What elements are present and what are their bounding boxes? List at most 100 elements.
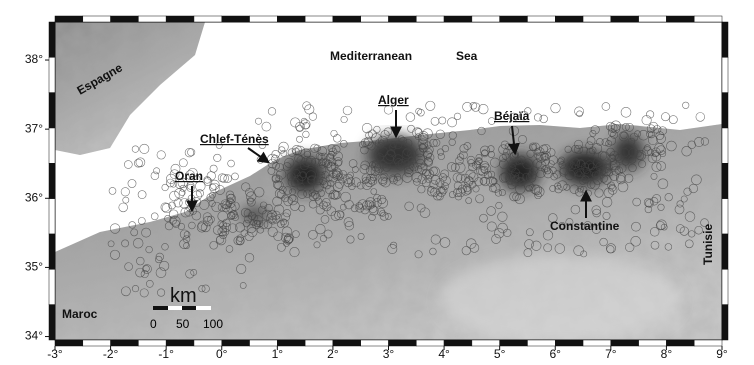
frame-check [138,340,166,346]
frame-check [611,16,639,22]
frame-check [472,340,500,346]
frame-check [49,234,55,269]
y-tick-label: 37° [25,121,43,135]
frame-check [583,340,611,346]
frame-check [277,16,305,22]
frame-check [500,16,528,22]
frame-check [389,16,417,22]
x-tick-label: 0° [216,347,228,361]
frame-check [722,93,728,128]
scale-bar-rect [168,306,182,310]
frame-check [49,269,55,304]
frame-check [111,16,139,22]
frame-check [722,57,728,92]
frame-check [49,163,55,198]
scale-label: 0 [150,317,157,331]
frame-check [111,340,139,346]
frame-check [416,340,444,346]
frame-check [277,340,305,346]
frame-check [333,16,361,22]
frame-check [250,16,278,22]
x-tick-label: 4° [438,347,450,361]
frame-check [694,16,722,22]
x-tick-label: -3° [47,347,63,361]
seismicity-map: Mediterranean Sea Espagne Maroc Tunisie … [0,0,754,365]
frame-check [444,340,472,346]
scale-label: 50 [176,317,190,331]
frame-check [472,16,500,22]
frame-check [555,340,583,346]
map-area [55,22,722,345]
frame-check [639,16,667,22]
frame-check [722,269,728,304]
x-tick-label: 6° [550,347,562,361]
frame-check [305,340,333,346]
frame-check [361,16,389,22]
frame-check [49,22,55,57]
x-tick-label: -2° [103,347,119,361]
frame-check [500,340,528,346]
country-label: Maroc [62,307,98,321]
frame-check [305,16,333,22]
city-label: Chlef-Ténès [200,132,269,146]
city-label: Alger [378,93,409,107]
frame-check [722,234,728,269]
city-label: Béjaïa [494,109,530,123]
x-tick-label: 3° [383,347,395,361]
frame-check [49,305,55,340]
x-tick-label: 5° [494,347,506,361]
frame-check [722,305,728,340]
x-tick-label: 2° [327,347,339,361]
frame-check [194,16,222,22]
frame-check [389,340,417,346]
frame-check [49,128,55,163]
frame-check [694,340,722,346]
frame-check [166,16,194,22]
y-tick-label: 38° [25,52,43,66]
frame-check [55,16,83,22]
sea-label: Mediterranean [330,49,412,63]
frame-check [83,16,111,22]
frame-check [639,340,667,346]
city-label: Oran [175,169,203,183]
frame-check [416,16,444,22]
frame-check [722,199,728,234]
frame-check [194,340,222,346]
frame-check [361,340,389,346]
scale-unit: km [170,285,197,307]
frame-check [55,340,83,346]
y-tick-label: 34° [25,329,43,343]
frame-check [49,93,55,128]
y-tick-label: 36° [25,190,43,204]
frame-check [250,340,278,346]
frame-check [444,16,472,22]
frame-check [333,340,361,346]
country-label: Tunisie [701,224,715,265]
frame-check [527,340,555,346]
x-tick-label: 8° [661,347,673,361]
frame-check [722,128,728,163]
frame-check [49,199,55,234]
sea-label: Sea [456,49,478,63]
frame-check [666,340,694,346]
frame-check [722,22,728,57]
y-tick-label: 35° [25,260,43,274]
frame-check [583,16,611,22]
frame-check [722,163,728,198]
city-label: Constantine [550,219,620,233]
frame-check [166,340,194,346]
frame-check [83,340,111,346]
scale-label: 100 [203,317,223,331]
frame-check [666,16,694,22]
frame-check [527,16,555,22]
frame-check [555,16,583,22]
frame-check [611,340,639,346]
scale-bar-rect [196,306,211,310]
frame-check [222,340,250,346]
frame-check [138,16,166,22]
x-tick-label: 9° [716,347,728,361]
x-tick-label: -1° [158,347,174,361]
frame-check [222,16,250,22]
frame-check [49,57,55,92]
x-tick-label: 7° [605,347,617,361]
